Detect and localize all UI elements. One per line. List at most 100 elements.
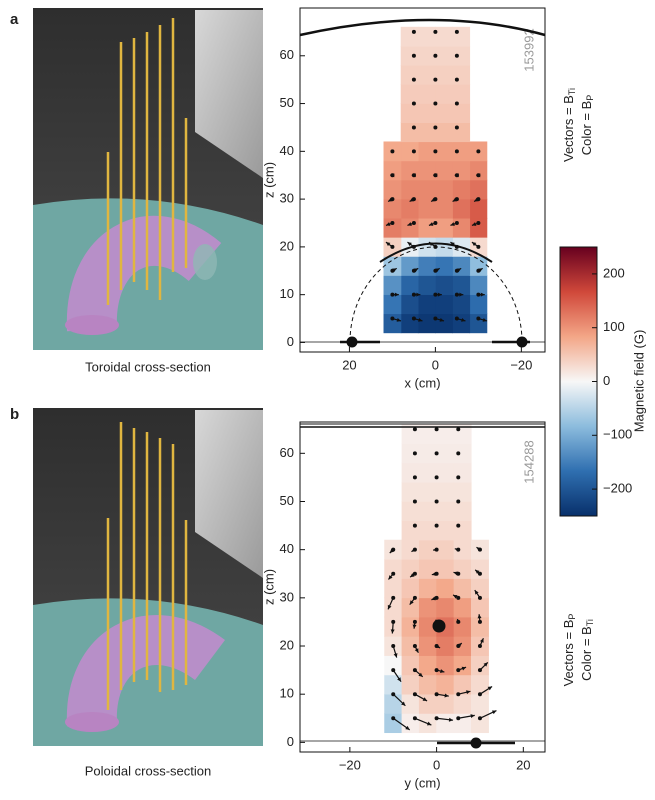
vector-base xyxy=(454,29,459,34)
heat-cell xyxy=(453,636,472,656)
vector-head xyxy=(444,693,449,698)
heat-cell xyxy=(436,558,455,579)
heat-cell xyxy=(436,443,455,464)
vector-base xyxy=(433,125,438,130)
vector-head xyxy=(433,173,438,178)
vector xyxy=(452,197,459,203)
heat-cell xyxy=(418,636,437,656)
vector xyxy=(476,149,481,154)
heat-cell xyxy=(384,693,403,714)
vector xyxy=(456,714,475,721)
vector-head xyxy=(476,547,481,552)
vector-base xyxy=(434,427,439,432)
y-tick-label: 20 xyxy=(280,238,294,253)
heat-cell xyxy=(384,674,403,695)
heat-cell xyxy=(435,237,453,257)
vector xyxy=(390,316,402,322)
vector-head xyxy=(390,173,395,178)
vector-head xyxy=(409,600,414,605)
vector xyxy=(387,197,395,203)
vector xyxy=(473,197,481,203)
vector-head xyxy=(456,268,462,273)
vector-head xyxy=(393,653,398,658)
heat-cell xyxy=(452,122,471,143)
y-tick-label: 60 xyxy=(280,47,294,62)
vector xyxy=(411,316,423,322)
heat-cell xyxy=(453,558,472,579)
vector-base xyxy=(433,53,438,58)
vector-base xyxy=(411,77,416,82)
heat-cell xyxy=(400,313,419,334)
heat-cell xyxy=(435,313,453,334)
heat-cell xyxy=(469,179,488,200)
vector xyxy=(391,692,406,707)
vector-head xyxy=(401,701,406,706)
heat-cell xyxy=(384,713,403,734)
shot-number: 153992 xyxy=(521,28,536,71)
heat-cell xyxy=(470,693,489,714)
vector-head xyxy=(433,547,438,552)
heat-cell xyxy=(470,578,489,599)
x-axis-label: x (cm) xyxy=(404,375,440,390)
vector xyxy=(434,499,439,504)
vector-head xyxy=(471,242,477,247)
vector xyxy=(411,125,416,130)
heat-cell xyxy=(453,616,472,637)
vector xyxy=(412,692,428,702)
x-tick-label: −20 xyxy=(510,357,532,372)
caption: Toroidal cross-section xyxy=(85,359,211,374)
heat-cell xyxy=(418,616,437,637)
heat-cell xyxy=(436,424,455,444)
annotation: Color = BTi xyxy=(579,619,595,681)
x-tick-label: −20 xyxy=(339,757,361,772)
vector-head xyxy=(453,594,458,599)
vector xyxy=(434,668,445,674)
heat-cell xyxy=(469,275,488,295)
heat-cell xyxy=(452,45,471,66)
vector xyxy=(434,523,439,528)
vector-head xyxy=(405,725,410,730)
vector-base xyxy=(433,29,438,34)
heat-cell xyxy=(452,217,471,238)
y-tick-label: 60 xyxy=(280,445,294,460)
shot-number: 154288 xyxy=(521,440,536,483)
vector-head xyxy=(431,596,436,601)
vector xyxy=(454,547,461,552)
y-tick-label: 50 xyxy=(280,493,294,508)
vector-head xyxy=(394,292,399,297)
vector xyxy=(456,666,467,673)
vector-head xyxy=(411,547,416,552)
vector xyxy=(411,292,421,297)
vector xyxy=(452,594,461,600)
vector xyxy=(434,692,449,698)
vector-head xyxy=(409,197,415,202)
illustration-a xyxy=(33,8,263,350)
annotation: Vectors = BP xyxy=(561,614,577,687)
heat-cell xyxy=(418,501,437,522)
heat-cell xyxy=(435,160,453,181)
caption: Poloidal cross-section xyxy=(85,763,211,778)
vector-head xyxy=(418,317,423,322)
vector xyxy=(412,499,417,504)
heat-cell xyxy=(417,160,436,181)
heat-cell xyxy=(436,713,455,734)
vector-head xyxy=(416,292,421,297)
vector xyxy=(477,685,493,697)
heat-cell xyxy=(435,45,453,66)
heat-cell xyxy=(418,597,437,618)
heat-cell xyxy=(453,520,472,541)
heat-cell xyxy=(401,558,420,579)
heat-cell xyxy=(453,578,472,599)
vector xyxy=(407,221,416,226)
heat-cell xyxy=(452,65,471,85)
vector xyxy=(456,499,461,504)
vector-head xyxy=(435,644,441,648)
vector xyxy=(454,267,462,273)
vector-head xyxy=(431,197,436,202)
x-axis-label: y (cm) xyxy=(404,775,440,790)
heat-cell xyxy=(470,655,489,676)
vector-head xyxy=(487,686,493,691)
heat-cell xyxy=(401,443,420,464)
heat-cell xyxy=(417,237,436,257)
x-tick-label: 20 xyxy=(516,757,530,772)
